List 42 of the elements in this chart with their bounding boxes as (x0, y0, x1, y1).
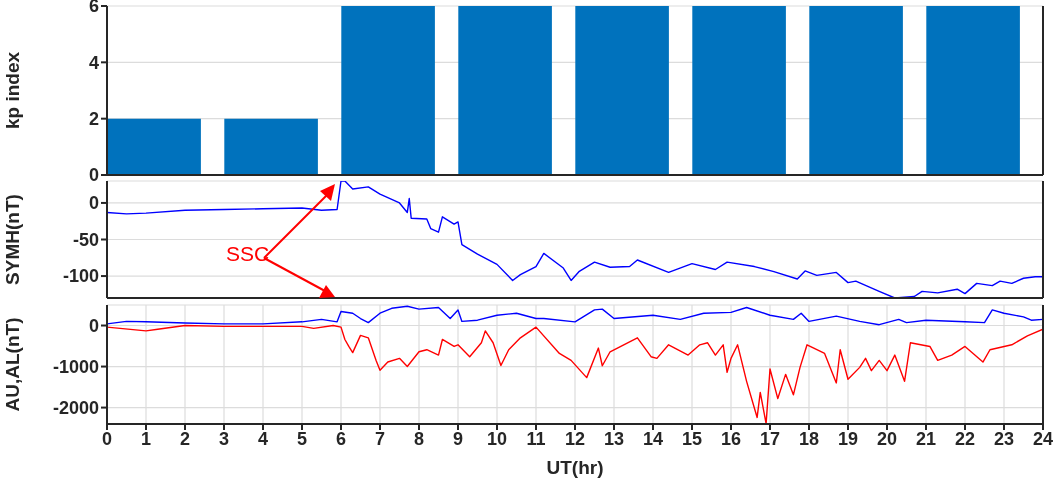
y-tick-label: 4 (88, 52, 99, 73)
y-axis-title: SYMH(nT) (1, 194, 23, 285)
x-tick-label: 4 (257, 428, 269, 449)
x-tick-label: 13 (603, 428, 625, 449)
y-tick-label: 0 (88, 165, 99, 186)
x-tick-label: 16 (720, 428, 742, 449)
x-tick-label: 15 (681, 428, 703, 449)
x-tick-label: 14 (642, 428, 664, 449)
annotation: SSC (226, 242, 270, 266)
x-tick-label: 3 (218, 428, 230, 449)
x-tick-label: 8 (413, 428, 425, 449)
y-axis-title: AU,AL(nT) (1, 317, 23, 412)
y-tick-label: 6 (88, 0, 99, 17)
x-tick-label: 7 (374, 428, 386, 449)
x-tick-label: 24 (1032, 428, 1054, 449)
x-tick-label: 9 (452, 428, 464, 449)
x-tick-label: 19 (837, 428, 859, 449)
line-series (107, 181, 1043, 298)
x-tick-label: 18 (798, 428, 820, 449)
x-tick-label: 6 (335, 428, 347, 449)
y-tick-label: -100 (62, 266, 99, 287)
x-axis-title: UT(hr) (546, 457, 604, 478)
x-tick-label: 23 (993, 428, 1015, 449)
x-tick-label: 2 (179, 428, 191, 449)
x-tick-label: 1 (140, 428, 152, 449)
y-tick-label: 0 (88, 315, 99, 336)
x-tick-label: 21 (915, 428, 937, 449)
y-tick-label: 0 (88, 193, 99, 214)
y-tick-label: -2000 (52, 397, 99, 418)
x-tick-label: 20 (876, 428, 898, 449)
x-tick-label: 11 (526, 428, 546, 449)
x-tick-label: 22 (954, 428, 976, 449)
x-tick-label: 0 (101, 428, 113, 449)
y-tick-label: -50 (72, 229, 99, 250)
x-tick-label: 5 (296, 428, 308, 449)
line-series (107, 305, 1043, 326)
y-tick-label: -1000 (52, 356, 99, 377)
x-tick-label: 10 (486, 428, 508, 449)
x-tick-label: 12 (564, 428, 586, 449)
x-tick-label: 17 (759, 428, 781, 449)
y-axis-title: kp index (1, 51, 23, 130)
y-tick-label: 2 (88, 109, 99, 130)
